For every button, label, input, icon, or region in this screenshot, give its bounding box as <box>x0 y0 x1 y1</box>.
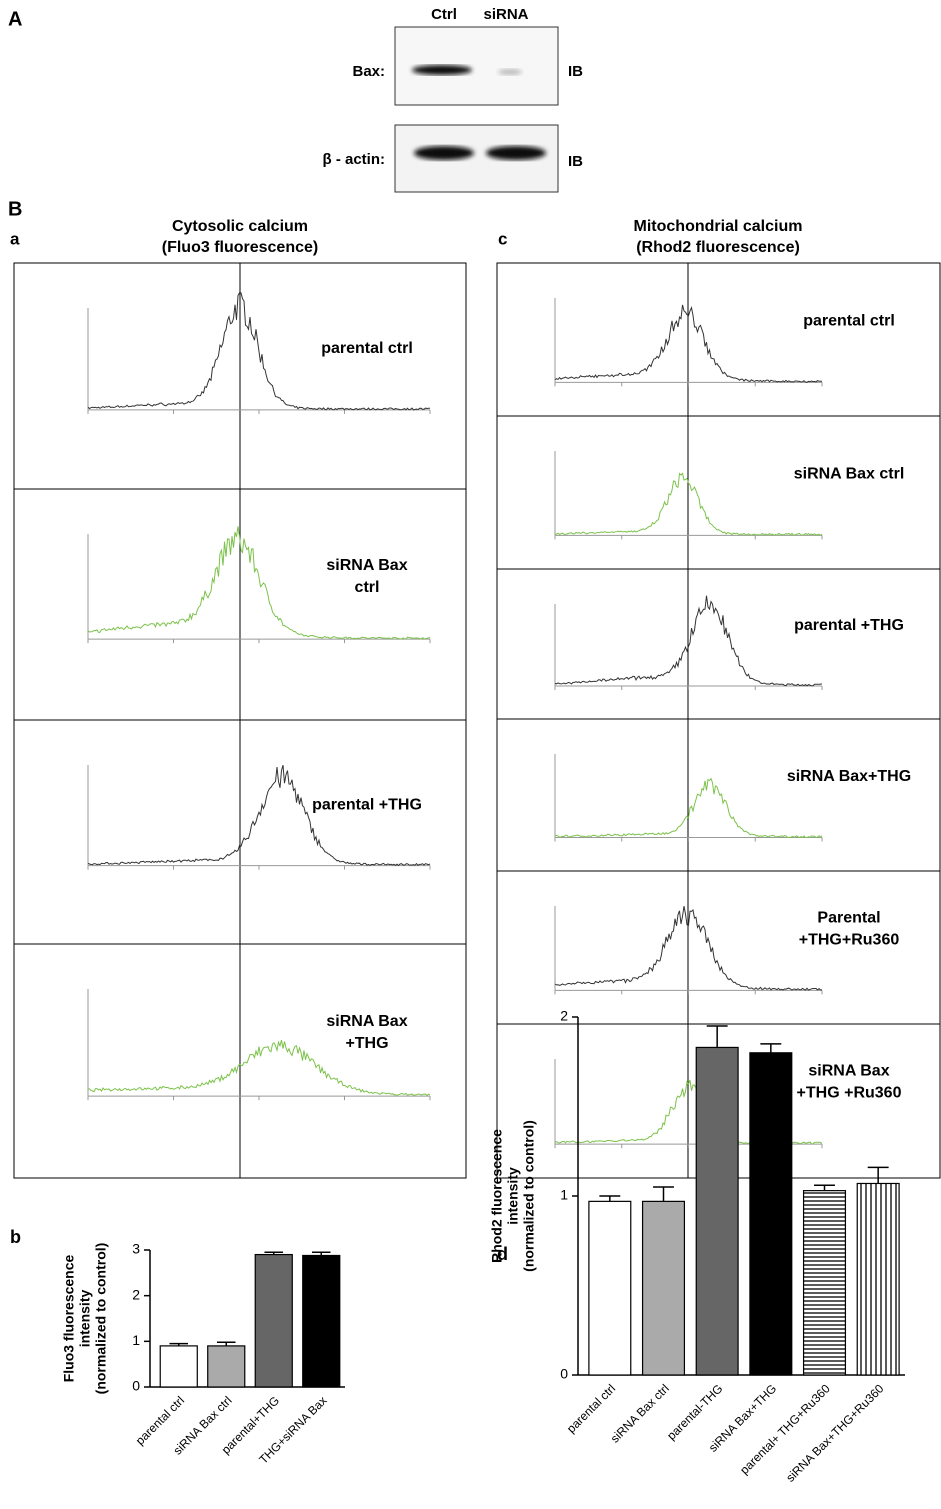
panel-label: a <box>10 229 20 248</box>
y-tick-label: 2 <box>132 1286 140 1302</box>
method-label: IB <box>568 153 583 170</box>
x-tick-label: parental+ THG+Ru360 <box>737 1381 833 1477</box>
figure: A Ctrl siRNA Bax: IB β - actin: IB Ba Cytosolic … <box>0 0 941 1504</box>
row-label: parental ctrl <box>321 340 413 357</box>
bar <box>643 1201 685 1375</box>
y-axis-label: intensity <box>505 1167 521 1225</box>
y-tick-label: 0 <box>560 1366 568 1382</box>
bar <box>857 1183 899 1375</box>
method-label: IB <box>568 63 583 80</box>
panel-label: b <box>10 1227 21 1247</box>
bar <box>208 1346 245 1387</box>
band <box>498 69 522 75</box>
row-label: parental ctrl <box>803 312 895 329</box>
row-label: +THG+Ru360 <box>799 931 900 948</box>
y-tick-label: 1 <box>560 1187 568 1203</box>
blot-frame <box>395 27 558 105</box>
row-label: β - actin: <box>323 151 386 168</box>
bar <box>160 1346 197 1387</box>
row-label: siRNA Bax <box>808 1063 889 1080</box>
bar <box>804 1191 846 1375</box>
row-label: siRNA Bax <box>326 1013 407 1030</box>
row-label: Parental <box>817 909 880 926</box>
histogram <box>88 765 430 865</box>
y-axis-label: intensity <box>77 1290 93 1348</box>
bar <box>589 1201 631 1375</box>
bar <box>303 1255 340 1387</box>
band <box>486 146 546 160</box>
y-axis-label: Rhod2 fluorescence <box>489 1129 505 1263</box>
panel-title: (Fluo3 fluorescence) <box>162 239 318 256</box>
y-axis-label: (normalized to control) <box>93 1243 109 1395</box>
content: A Ctrl siRNA Bax: IB β - actin: IB Ba Cytosolic … <box>8 6 940 1485</box>
lane-label: Ctrl <box>431 6 457 23</box>
band <box>414 146 474 160</box>
y-axis-label: (normalized to control) <box>521 1120 537 1272</box>
row-label: ctrl <box>355 579 380 596</box>
panel-title: Cytosolic calcium <box>172 218 308 235</box>
panel-label: B <box>8 198 22 220</box>
panel-title: (Rhod2 fluorescence) <box>636 239 800 256</box>
panel-label: c <box>498 229 507 248</box>
row-label: +THG <box>345 1035 388 1052</box>
bar <box>750 1053 792 1375</box>
row-label: siRNA Bax <box>326 557 407 574</box>
panel-label: A <box>8 8 22 30</box>
row-label: parental +THG <box>794 617 904 634</box>
y-tick-label: 0 <box>132 1378 140 1394</box>
lane-label: siRNA <box>483 6 528 23</box>
panel-frame <box>497 263 940 1178</box>
bar <box>255 1255 292 1387</box>
row-label: siRNA Bax ctrl <box>794 465 905 482</box>
row-label: siRNA Bax+THG <box>787 768 911 785</box>
y-axis-label: Fluo3 fluorescence <box>61 1254 77 1382</box>
bar <box>696 1047 738 1375</box>
y-tick-label: 1 <box>132 1332 140 1348</box>
row-label: +THG +Ru360 <box>797 1085 902 1102</box>
panel-title: Mitochondrial calcium <box>634 218 803 235</box>
x-tick-label: parental ctrl <box>564 1381 618 1435</box>
band <box>412 65 472 75</box>
y-tick-label: 2 <box>560 1008 568 1024</box>
x-tick-label: siRNA Bax+THG+Ru360 <box>783 1381 887 1485</box>
y-tick-label: 3 <box>132 1241 140 1257</box>
row-label: Bax: <box>352 63 385 80</box>
row-label: parental +THG <box>312 796 422 813</box>
